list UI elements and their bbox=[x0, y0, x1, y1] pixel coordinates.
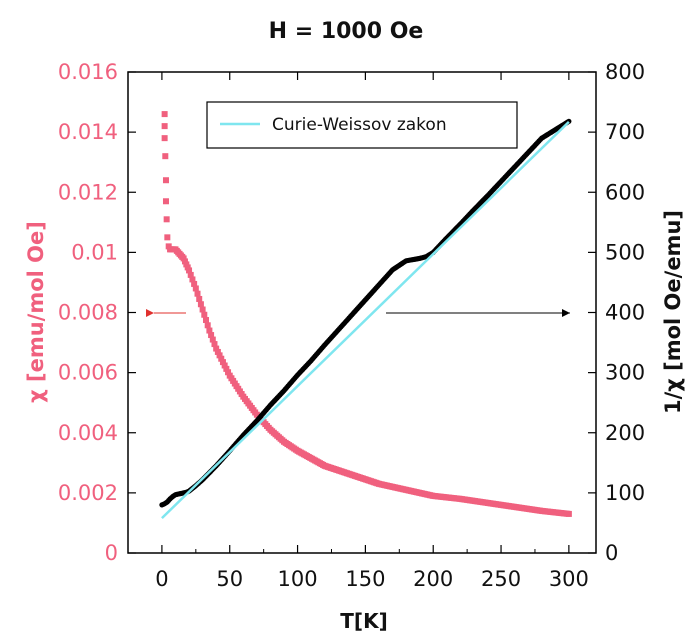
chi-point bbox=[223, 365, 230, 372]
chi-point bbox=[189, 276, 196, 283]
x-tick-label-4: 200 bbox=[413, 567, 453, 591]
chi-point bbox=[211, 341, 218, 348]
y-axis-left-label: χ [emu/mol Oe] bbox=[24, 221, 48, 403]
y-left-tick-label-8: 0.016 bbox=[58, 60, 118, 84]
chi-point bbox=[162, 177, 169, 184]
y-right-tick-label-2: 200 bbox=[605, 421, 645, 445]
y-right-tick-label-1: 100 bbox=[605, 481, 645, 505]
x-tick-label-1: 50 bbox=[216, 567, 243, 591]
chi-point bbox=[197, 301, 204, 308]
chi-point bbox=[221, 362, 228, 369]
legend-label-fit: Curie-Weissov zakon bbox=[272, 115, 447, 135]
chi-point bbox=[186, 267, 193, 274]
chi-point bbox=[161, 135, 168, 142]
fit-line bbox=[161, 121, 570, 520]
chi-point bbox=[206, 327, 213, 334]
x-tick-label-6: 300 bbox=[549, 567, 589, 591]
chi-point bbox=[225, 369, 232, 376]
y-right-tick-label-6: 600 bbox=[605, 180, 645, 204]
chi-point bbox=[164, 234, 171, 241]
chi-point bbox=[184, 264, 191, 271]
chi-point bbox=[216, 352, 223, 359]
y-left-tick-label-7: 0.014 bbox=[58, 120, 118, 144]
chi-point bbox=[565, 510, 572, 517]
y-right-tick-label-0: 0 bbox=[605, 541, 618, 565]
chi-point bbox=[208, 332, 215, 339]
chi-series bbox=[161, 111, 572, 517]
chi-point bbox=[218, 355, 225, 362]
chi-point bbox=[219, 359, 226, 366]
x-tick-label-5: 250 bbox=[481, 567, 521, 591]
chi-point bbox=[181, 258, 188, 265]
plot-frame bbox=[127, 71, 597, 554]
y-left-tick-label-2: 0.004 bbox=[58, 421, 118, 445]
legend: Curie-Weissov zakon bbox=[206, 101, 518, 149]
chi-point bbox=[162, 198, 169, 205]
chart-title: H = 1000 Oe bbox=[269, 19, 424, 44]
chi-point bbox=[187, 271, 194, 278]
x-tick-label-3: 150 bbox=[345, 567, 385, 591]
chi-point bbox=[165, 243, 172, 250]
chi-point bbox=[162, 153, 169, 160]
chi-point bbox=[213, 345, 220, 352]
chi-point bbox=[161, 123, 168, 130]
chi-point bbox=[204, 322, 211, 329]
y-left-tick-label-0: 0 bbox=[105, 541, 118, 565]
chi-point bbox=[196, 295, 203, 302]
x-axis-label: T[K] bbox=[340, 609, 387, 633]
y-right-tick-label-8: 800 bbox=[605, 60, 645, 84]
y-left-tick-label-4: 0.008 bbox=[58, 301, 118, 325]
chi-point bbox=[194, 290, 201, 297]
x-tick-label-0: 0 bbox=[155, 567, 168, 591]
y-left-tick-label-3: 0.006 bbox=[58, 361, 118, 385]
y-right-tick-label-5: 500 bbox=[605, 240, 645, 264]
chi-point bbox=[163, 216, 170, 223]
y-left-tick-label-5: 0.01 bbox=[71, 240, 118, 264]
y-left-tick-label-6: 0.012 bbox=[58, 180, 118, 204]
chi-point bbox=[180, 255, 187, 262]
y-right-tick-label-7: 700 bbox=[605, 120, 645, 144]
chi-point bbox=[214, 348, 221, 355]
x-tick-label-2: 100 bbox=[278, 567, 318, 591]
chi-point bbox=[192, 285, 199, 292]
chi-point bbox=[183, 261, 190, 268]
y-right-tick-label-3: 300 bbox=[605, 361, 645, 385]
chi-point bbox=[191, 280, 198, 287]
curie-weiss-fit-series bbox=[161, 121, 570, 520]
y-axis-right-label: 1/χ [mol Oe/emu] bbox=[661, 210, 685, 414]
chi-point bbox=[209, 336, 216, 343]
chi-point bbox=[203, 317, 209, 324]
chi-point bbox=[201, 311, 208, 318]
chi-point bbox=[199, 306, 206, 313]
chi-point bbox=[161, 111, 168, 118]
y-left-tick-label-1: 0.002 bbox=[58, 481, 118, 505]
y-right-tick-label-4: 400 bbox=[605, 301, 645, 325]
